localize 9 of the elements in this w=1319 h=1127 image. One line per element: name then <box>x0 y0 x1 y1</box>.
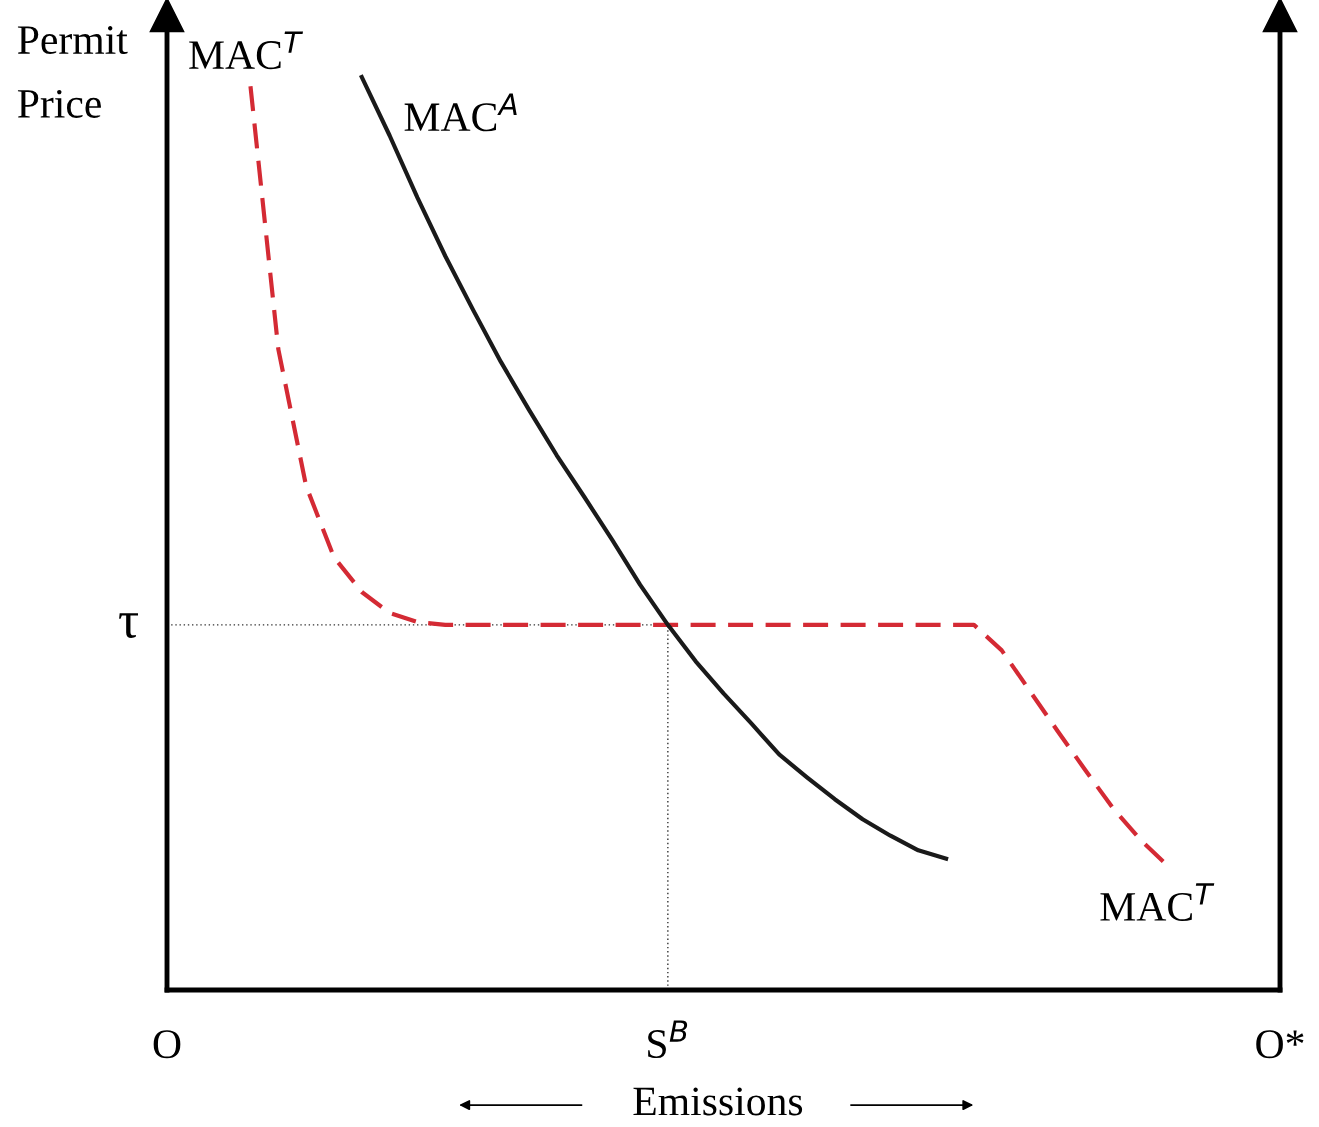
annotation: MAC$^{T}$ <box>1100 883 1215 921</box>
y-axis-title: Permit Price <box>17 26 128 118</box>
series-label: MAC$^{T}$ <box>189 31 304 70</box>
x-axis-title: Emissions <box>633 1087 803 1116</box>
x-tick-label: S$^{B}$ <box>648 1020 688 1059</box>
x-tick-label: O* <box>1256 1030 1304 1059</box>
x-tick-label: O <box>153 1030 181 1059</box>
ref-line-label: τ <box>119 613 139 639</box>
series-label: MAC$^{A}$ <box>404 93 517 132</box>
